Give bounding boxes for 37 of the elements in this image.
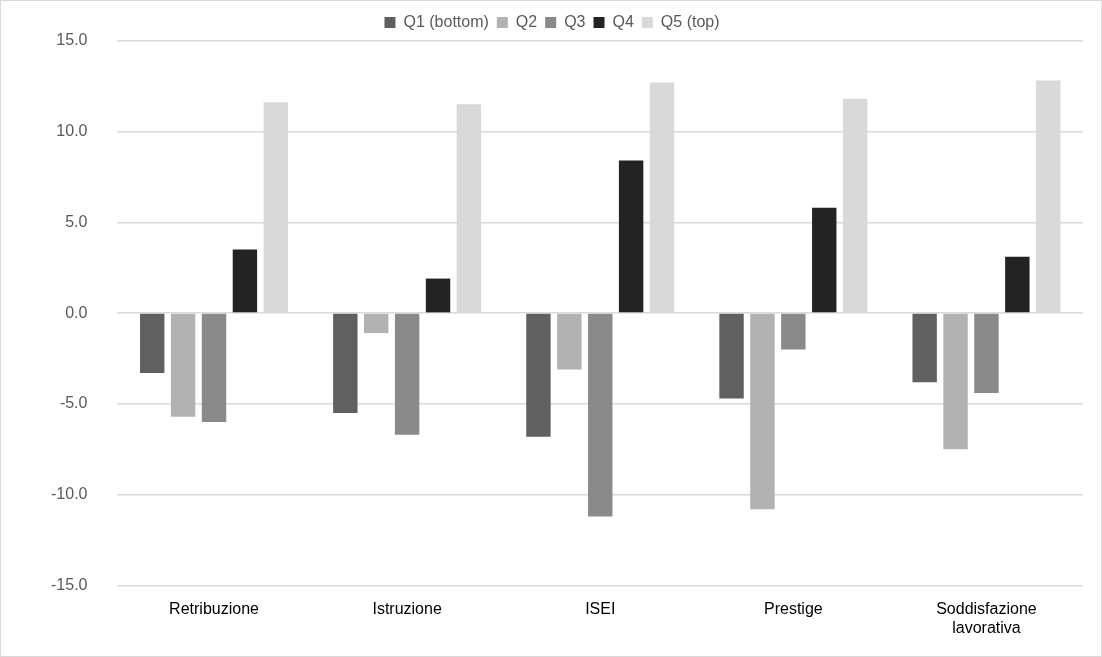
bar: [781, 313, 806, 350]
legend-label: Q4: [612, 13, 634, 31]
legend-label: Q3: [564, 13, 586, 31]
bar: [333, 313, 358, 414]
y-tick-label: -15.0: [51, 576, 88, 594]
bar: [943, 313, 968, 450]
legend-label: Q2: [515, 13, 538, 31]
bar: [140, 313, 165, 374]
bar: [750, 313, 775, 510]
legend-label: Q1 (bottom): [403, 13, 489, 31]
bar: [170, 313, 196, 417]
x-tick-label: Istruzione: [372, 599, 442, 617]
bar: [364, 313, 389, 334]
bar: [1005, 256, 1030, 313]
x-tick-label: Soddisfazione lavorativa: [936, 599, 1037, 636]
legend-label: Q5 (top): [660, 13, 720, 31]
bar: [588, 313, 613, 517]
bar: [812, 207, 837, 313]
y-tick-label: 0.0: [65, 303, 88, 321]
x-tick-label: Prestige: [763, 599, 823, 617]
bar: [425, 278, 451, 313]
x-tick-label: Retribuzione: [169, 599, 260, 617]
y-tick-label: 10.0: [56, 121, 88, 139]
y-tick-label: 15.0: [56, 31, 88, 49]
bar: [232, 249, 258, 313]
bar: [394, 313, 420, 435]
bar: [201, 313, 227, 423]
y-tick-label: -5.0: [59, 394, 88, 412]
bar: [526, 313, 551, 437]
y-tick-label: -10.0: [51, 485, 88, 503]
bar: [974, 313, 999, 394]
bar: [557, 313, 582, 370]
x-tick-label: ISEI: [585, 599, 616, 617]
bar: [618, 160, 644, 313]
bar: [719, 313, 744, 399]
y-tick-label: 5.0: [65, 212, 88, 230]
bar: [912, 313, 937, 383]
